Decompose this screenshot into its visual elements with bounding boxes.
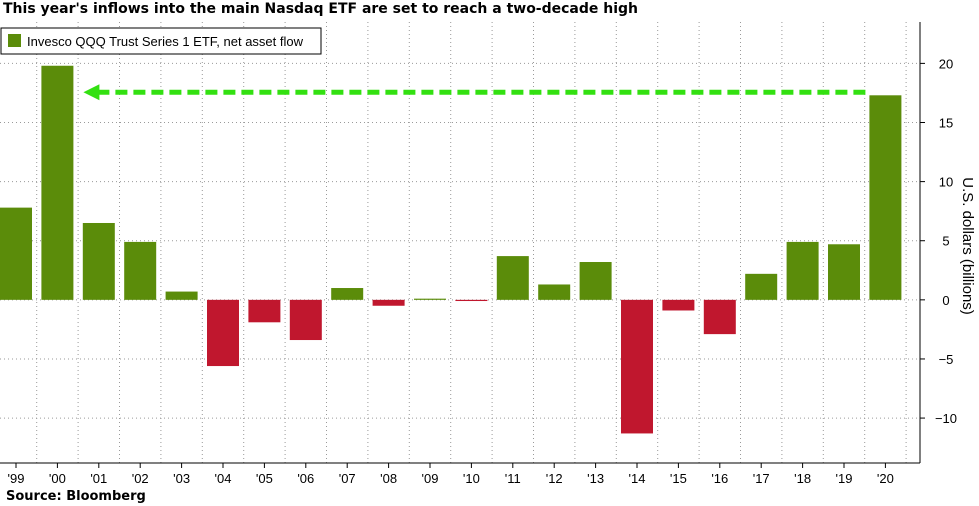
x-tick-label: '09	[422, 471, 439, 486]
bar	[745, 273, 778, 300]
bar	[496, 256, 529, 300]
bar	[786, 241, 819, 300]
x-tick-label: '15	[670, 471, 687, 486]
x-tick-label: '13	[587, 471, 604, 486]
bar	[207, 299, 239, 367]
bar	[124, 241, 157, 300]
x-tick-label: '07	[339, 471, 356, 486]
x-tick-label: '11	[505, 471, 521, 486]
x-tick-label: '17	[753, 471, 770, 486]
x-tick-label: '04	[215, 471, 232, 486]
y-tick-label: 15	[939, 115, 953, 130]
x-tick-label: '08	[380, 471, 397, 486]
bar	[579, 262, 612, 300]
y-tick-label: 0	[942, 293, 949, 308]
source-note: Source: Bloomberg	[6, 489, 146, 504]
legend-label: Invesco QQQ Trust Series 1 ETF, net asse…	[27, 34, 304, 49]
legend-box	[0, 27, 322, 55]
x-tick-label: '99	[8, 471, 25, 486]
x-tick-label: '12	[546, 471, 563, 486]
y-tick-label: 10	[939, 175, 953, 190]
y-tick-label: 20	[939, 56, 953, 71]
y-tick-label: 5	[942, 234, 949, 249]
annotation-arrowhead	[83, 84, 100, 101]
x-tick-label: '01	[90, 471, 107, 486]
bar	[0, 207, 32, 300]
bar	[662, 299, 695, 311]
bar	[538, 284, 571, 300]
x-tick-label: '10	[463, 471, 480, 486]
x-tick-label: '14	[629, 471, 646, 486]
bar	[82, 222, 115, 300]
bar	[331, 288, 364, 300]
bar	[414, 298, 446, 300]
bar	[289, 299, 322, 341]
bar	[41, 65, 74, 300]
y-tick-label: −10	[935, 411, 957, 426]
x-tick-label: '18	[794, 471, 811, 486]
y-axis-label: U.S. dollars (billions)	[959, 177, 976, 315]
legend-swatch	[8, 34, 21, 47]
annotation-layer	[83, 84, 866, 101]
bar	[165, 291, 198, 300]
x-tick-label: '19	[836, 471, 853, 486]
bar	[869, 95, 902, 300]
x-tick-label: '03	[173, 471, 190, 486]
bar	[372, 299, 405, 306]
x-tick-label: '05	[256, 471, 273, 486]
chart-title: This year's inflows into the main Nasdaq…	[3, 1, 639, 17]
axis-layer: 20 15 10 5 0 −5 −10 '99 '00 '01 '02 '03 '04 '05 '06 '07…	[0, 22, 957, 486]
x-tick-label: '06	[297, 471, 314, 486]
x-tick-label: '20	[877, 471, 894, 486]
bar	[248, 299, 281, 323]
legend: Invesco QQQ Trust Series 1 ETF, net asse…	[0, 27, 322, 55]
x-tick-label: '16	[711, 471, 728, 486]
y-tick-label: −5	[939, 352, 954, 367]
bar	[828, 244, 860, 300]
x-tick-label: '02	[132, 471, 149, 486]
bar	[703, 299, 736, 335]
bars-layer	[0, 65, 902, 434]
x-tick-label: '00	[49, 471, 66, 486]
bar	[455, 299, 488, 302]
bar	[621, 299, 653, 434]
